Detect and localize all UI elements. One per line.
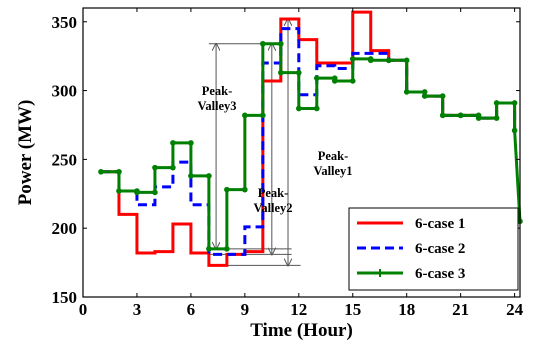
series-point (493, 100, 500, 106)
series-point (260, 40, 266, 47)
series-point (421, 93, 428, 99)
series-point (188, 173, 194, 179)
x-tick-label: 24 (506, 300, 524, 319)
series-point (421, 89, 428, 95)
legend: 6-case 1 6-case 2 6-case 3 (348, 207, 519, 291)
series-point (313, 75, 320, 81)
peak-valley-label-line: Peak- (202, 84, 233, 98)
peak-valley-label: Peak-Valley2 (253, 186, 292, 215)
x-tick-label: 12 (290, 300, 307, 319)
series-point (242, 112, 248, 119)
peak-valley-label-line: Valley1 (313, 164, 352, 178)
x-tick-label: 3 (133, 300, 142, 319)
peak-valley-label-line: Peak- (318, 149, 349, 163)
y-tick-label: 350 (52, 13, 78, 32)
y-tick-label: 200 (52, 219, 78, 238)
series-point (170, 140, 176, 146)
series-point (367, 57, 374, 64)
series-point (224, 186, 230, 193)
series-point (170, 164, 176, 171)
series-2 (100, 27, 517, 256)
annotation-guides (208, 19, 301, 265)
series-point (349, 78, 356, 84)
series-point (116, 168, 122, 175)
series-point (439, 112, 446, 119)
x-tick-label: 9 (241, 300, 250, 319)
series-point (188, 140, 194, 146)
y-tick-label: 300 (52, 82, 78, 101)
series-line (100, 42, 522, 251)
series-point (152, 189, 158, 196)
series-point (116, 188, 122, 194)
series-point (403, 57, 410, 64)
series-point (152, 164, 158, 171)
peak-valley-label: Peak-Valley3 (197, 84, 236, 113)
series-point (457, 112, 464, 119)
series-point (134, 189, 140, 196)
series-line (100, 27, 517, 256)
plot-frame (82, 7, 521, 298)
x-axis-label: Time (Hour) (250, 320, 353, 341)
peak-valley-label-line: Peak- (258, 186, 289, 200)
series-point (511, 100, 518, 106)
series-point (511, 127, 518, 134)
legend-entry-label: 6-case 3 (415, 266, 465, 282)
series-point (260, 112, 266, 119)
series-point (403, 89, 410, 95)
series-point (206, 173, 212, 179)
series-point (98, 168, 104, 175)
x-tick-label: 21 (452, 300, 469, 319)
series-point (206, 246, 212, 252)
peak-valley-label: Peak-Valley1 (313, 149, 352, 178)
axis-ticks: 0 3 6 9 12 15 18 21 24 150 200 250 300 350 (52, 8, 524, 319)
y-tick-label: 250 (52, 150, 78, 169)
series-point (439, 93, 446, 99)
peak-valley-label-line: Valley2 (253, 201, 292, 215)
series-point (278, 69, 284, 76)
series-point (242, 186, 248, 193)
peak-valley-label-line: Valley3 (197, 99, 236, 113)
series-layer (98, 10, 523, 267)
series-point (493, 115, 500, 121)
series-point (385, 57, 392, 64)
y-tick-label: 150 (52, 288, 78, 307)
legend-entry-label: 6-case 1 (415, 216, 465, 232)
x-tick-label: 18 (398, 300, 415, 319)
series-point (296, 69, 302, 76)
series-point (331, 78, 338, 84)
x-tick-label: 15 (344, 300, 361, 319)
series-3 (98, 40, 523, 252)
series-point (313, 105, 320, 112)
series-point (296, 105, 302, 112)
legend-entry-label: 6-case 2 (415, 241, 465, 257)
series-point (475, 115, 482, 121)
x-tick-label: 0 (79, 300, 88, 319)
series-point (224, 246, 230, 252)
x-tick-label: 6 (187, 300, 196, 319)
series-point (349, 56, 356, 62)
series-point (278, 40, 284, 47)
y-axis-label: Power (MW) (15, 100, 36, 206)
